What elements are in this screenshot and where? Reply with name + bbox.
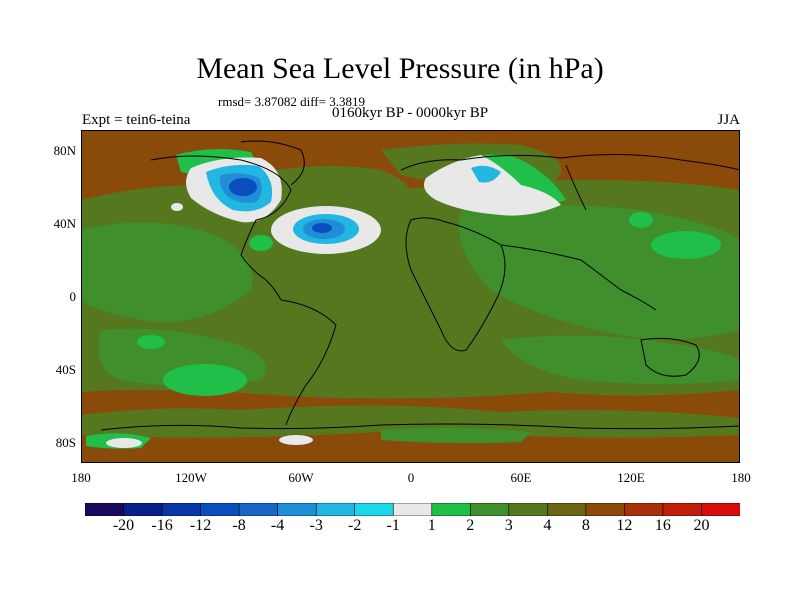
colorbar-swatch [161,503,202,516]
colorbar-swatch [123,503,163,516]
colorbar-swatch [277,503,317,516]
colorbar-swatch [701,503,740,516]
colorbar-tick-label: -1 [386,517,400,534]
coastlines [100,140,740,431]
period-label: 0160kyr BP - 0000kyr BP [331,105,489,121]
colorbar-tick-label: -16 [151,517,173,534]
lon-label-0: 0 [407,470,415,485]
colorbar [85,503,740,516]
colorbar-swatch [392,503,433,516]
negative-anomaly-fields [206,164,501,244]
colorbar-swatch [354,503,394,516]
colorbar-swatch [431,503,471,516]
colorbar-tick-label: 4 [543,517,552,534]
lat-label-0: 0 [69,289,77,304]
colorbar-tick-label: -20 [112,517,135,534]
colorbar-tick-label: 16 [654,517,671,534]
lon-label-120e: 120E [617,470,645,485]
lat-label-80s: 80S [55,435,76,450]
colorbar-tick-label: 8 [581,517,590,534]
colorbar-tick-label: -8 [232,517,246,534]
colorbar-swatch [547,503,587,516]
lat-label-40n: 40N [53,216,76,231]
colorbar-tick-label: 20 [693,517,710,534]
lon-label-180w: 180 [71,470,91,485]
colorbar-tick-label: -4 [270,517,285,534]
colorbar-swatch [585,503,626,516]
map-frame [81,130,740,463]
colorbar-tick-label: -3 [309,517,323,534]
colorbar-tick-label: -2 [348,517,362,534]
colorbar-swatch [315,503,356,516]
lon-label-60e: 60E [510,470,532,485]
colorbar-swatch [238,503,279,516]
map-title: Mean Sea Level Pressure (in hPa) [196,52,604,85]
colorbar-swatch [662,503,703,516]
colorbar-swatch [624,503,664,516]
colorbar-swatch [508,503,548,516]
colorbar-tick-label: 1 [427,517,436,534]
colorbar-tick-label: -12 [189,517,212,534]
colorbar-swatch [200,503,240,516]
moderate-positive-fields [81,205,740,444]
colorbar-tick-label: 3 [504,517,513,534]
lon-label-60w: 60W [288,470,314,485]
lat-label-40s: 40S [55,362,76,377]
colorbar-swatch [469,503,510,516]
lon-label-120w: 120W [175,470,207,485]
colorbar-tick-label: 2 [466,517,475,534]
stats-label: rmsd= 3.87082 diff= 3.3819 [218,94,365,109]
experiment-label: Expt = tein6-teina [82,112,191,128]
pressure-map [81,130,740,463]
season-label: JJA [717,112,740,128]
lon-label-180e: 180 [731,470,751,485]
lat-label-80n: 80N [53,143,76,158]
colorbar-tick-label: 12 [616,517,633,534]
colorbar-swatch [85,503,125,516]
